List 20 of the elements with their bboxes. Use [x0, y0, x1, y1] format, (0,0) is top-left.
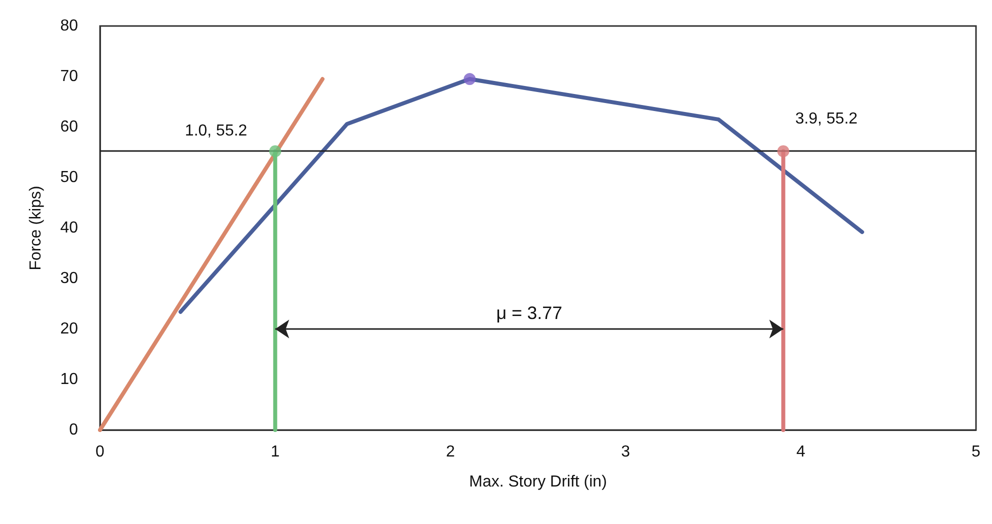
- x-tick-label: 5: [972, 444, 981, 460]
- annotation: 1.0, 55.2: [184, 122, 248, 140]
- y-tick-label: 10: [60, 371, 78, 388]
- x-tick-label: 4: [796, 444, 806, 460]
- y-tick-label: 20: [60, 320, 78, 338]
- x-tick-label: 2: [446, 444, 455, 460]
- y-tick-label: 70: [60, 68, 78, 85]
- annotation: 3.9, 55.2: [795, 110, 858, 128]
- y-axis-title: Force (kips): [28, 186, 44, 270]
- x-tick-label: 3: [621, 444, 630, 460]
- annotation: μ = 3.77: [496, 303, 562, 323]
- y-tick-label: 40: [60, 220, 78, 236]
- y-tick-label: 50: [60, 169, 78, 186]
- x-tick-label: 0: [96, 444, 105, 460]
- y-tick-label: 60: [60, 118, 78, 136]
- y-tick-label: 30: [60, 270, 78, 287]
- x-axis-title: Max. Story Drift (in): [469, 474, 607, 490]
- y-tick-label: 0: [69, 422, 78, 438]
- y-tick-label: 80: [60, 18, 78, 34]
- x-tick-label: 1: [270, 444, 280, 460]
